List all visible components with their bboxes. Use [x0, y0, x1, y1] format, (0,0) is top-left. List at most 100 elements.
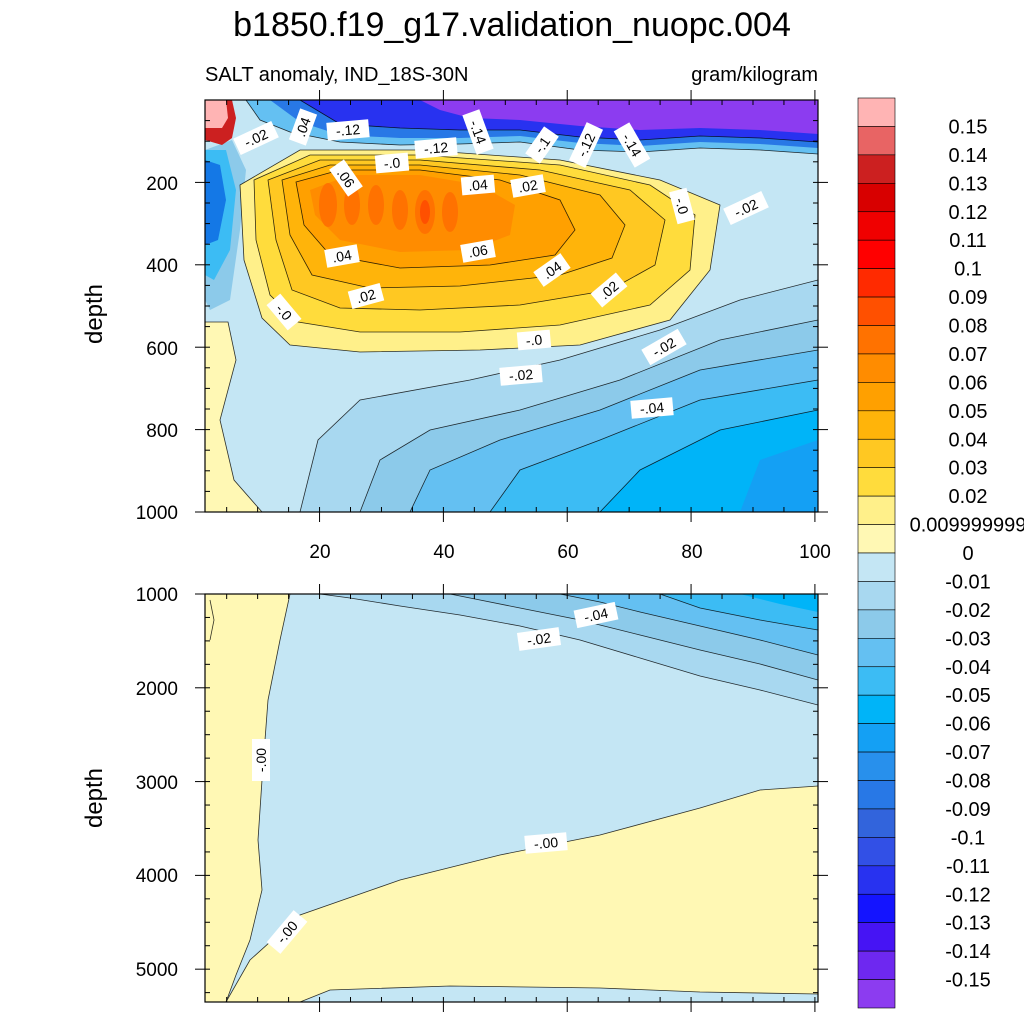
colorbar-swatch — [857, 893, 896, 923]
colorbar-swatch — [857, 751, 896, 781]
colorbar-swatch — [857, 638, 896, 668]
colorbar-label: 0.1 — [954, 259, 982, 281]
contour-label-bg — [460, 174, 496, 196]
contour-label: .04 — [288, 108, 318, 146]
colorbar-label: -0.05 — [945, 685, 991, 707]
colorbar-label: -0.06 — [945, 714, 991, 736]
contour-label-bg — [288, 108, 318, 146]
lower-ticks — [195, 584, 828, 1012]
contour-label-bg — [573, 601, 619, 629]
upper-x-tick-label: 40 — [433, 542, 454, 563]
figure-title: b1850.f19_g17.validation_nuopc.004 — [233, 6, 791, 44]
contour-label-text: -.0 — [525, 331, 543, 348]
colorbar-swatch — [857, 979, 896, 1009]
colorbar-label: -0.14 — [945, 941, 991, 963]
contour-label-text: -.00 — [533, 834, 559, 852]
lower-y-tick-label: 3000 — [136, 773, 178, 794]
upper-y-tick-label: 1000 — [136, 503, 178, 524]
contour-label-text: -.04 — [639, 399, 665, 417]
upper-x-tick-label: 60 — [557, 542, 578, 563]
contour-label-bg — [510, 174, 546, 198]
colorbar-swatch — [857, 353, 896, 383]
colorbar-swatch — [857, 865, 896, 895]
contour-label: -.12 — [326, 119, 370, 141]
colorbar-swatch — [857, 723, 896, 753]
contour-label-text: -.14 — [466, 118, 489, 146]
colorbar-swatch — [857, 467, 896, 497]
colorbar-label: -0.03 — [945, 628, 991, 650]
contour-label: .02 — [347, 283, 385, 309]
contour-label-bg — [374, 152, 410, 174]
colorbar-swatch — [857, 296, 896, 326]
contour-label: -.04 — [573, 601, 619, 629]
contour-label-text: -.00 — [253, 748, 269, 772]
colorbar-swatch — [857, 126, 896, 156]
colorbar-swatch — [857, 154, 896, 184]
contour-label-bg — [233, 120, 279, 156]
colorbar-swatch — [857, 609, 896, 639]
upper-ticks — [195, 90, 828, 522]
colorbar-swatch — [857, 97, 896, 127]
colorbar-swatch — [857, 239, 896, 269]
colorbar-label: 0.13 — [949, 173, 988, 195]
contour-label-bg — [641, 328, 687, 366]
colorbar-label: 0.08 — [949, 316, 988, 338]
contour-label-text: -.02 — [508, 366, 534, 384]
colorbar-swatch — [857, 524, 896, 554]
contour-label-bg — [525, 126, 559, 164]
contour-label: .02 — [510, 174, 546, 198]
contour-label: -.0 — [266, 293, 302, 331]
colorbar: 0.15 0.14 0.13 0.12 0.11 0.1 0.09 0.08 0.07 0.06 0… — [857, 97, 1024, 1009]
colorbar-swatch — [857, 666, 896, 696]
contour-label: -.02 — [516, 627, 562, 651]
colorbar-swatch — [857, 410, 896, 440]
lower-contour-fill — [205, 594, 818, 1002]
contour-label: -.0 — [669, 187, 695, 225]
colorbar-swatch — [857, 808, 896, 838]
colorbar-swatch — [857, 552, 896, 582]
contour-label-bg — [462, 109, 494, 155]
contour-label-bg — [630, 397, 674, 419]
colorbar-swatch — [857, 438, 896, 468]
contour-label: -.12 — [414, 137, 458, 159]
colorbar-label: 0.06 — [949, 372, 988, 394]
contour-label-text: -.12 — [335, 121, 361, 139]
contour-label-bg — [326, 119, 370, 141]
lower-y-axis-label: depth — [81, 768, 108, 828]
colorbar-swatch — [857, 780, 896, 810]
contour-label-bg — [324, 244, 360, 268]
colorbar-label: 0.11 — [949, 230, 986, 252]
contour-label-text: .04 — [468, 176, 489, 194]
contour-label-bg — [533, 253, 571, 287]
contour-label: .04 — [324, 244, 360, 268]
contour-label-bg — [266, 293, 302, 331]
contour-label: -.00 — [524, 832, 568, 854]
contour-label-text: -.1 — [531, 134, 554, 157]
colorbar-label: -0.11 — [946, 856, 990, 878]
contour-label-bg — [329, 159, 363, 197]
colorbar-swatch — [857, 382, 896, 412]
contour-label-text: -.0 — [672, 196, 692, 216]
upper-y-tick-label: 800 — [146, 421, 178, 442]
contour-label-bg — [414, 137, 458, 159]
lower-y-tick-label: 4000 — [136, 866, 178, 887]
colorbar-swatch — [857, 495, 896, 525]
colorbar-label: 0.09 — [949, 287, 988, 309]
contour-label-text: .04 — [292, 115, 314, 139]
subtitle-left: SALT anomaly, IND_18S-30N — [205, 64, 468, 86]
contour-label-bg — [669, 187, 695, 225]
contour-label-bg — [524, 832, 568, 854]
contour-label: .06 — [460, 239, 496, 263]
contour-label-bg — [499, 364, 543, 386]
contour-label-bg — [252, 739, 270, 781]
contour-label-bg — [590, 272, 628, 308]
contour-label-bg — [516, 627, 562, 651]
colorbar-swatch — [857, 837, 896, 867]
colorbar-label: 0.04 — [949, 429, 988, 451]
colorbar-label: -0.01 — [945, 571, 991, 593]
upper-panel: 200 400 600 800 1000 20 40 60 80 100 dep… — [81, 90, 831, 563]
upper-x-tick-label: 20 — [309, 542, 330, 563]
contour-label: .04 — [460, 174, 496, 196]
colorbar-label: 0.009999999 — [910, 515, 1024, 537]
contour-label-text: -.04 — [583, 605, 610, 626]
